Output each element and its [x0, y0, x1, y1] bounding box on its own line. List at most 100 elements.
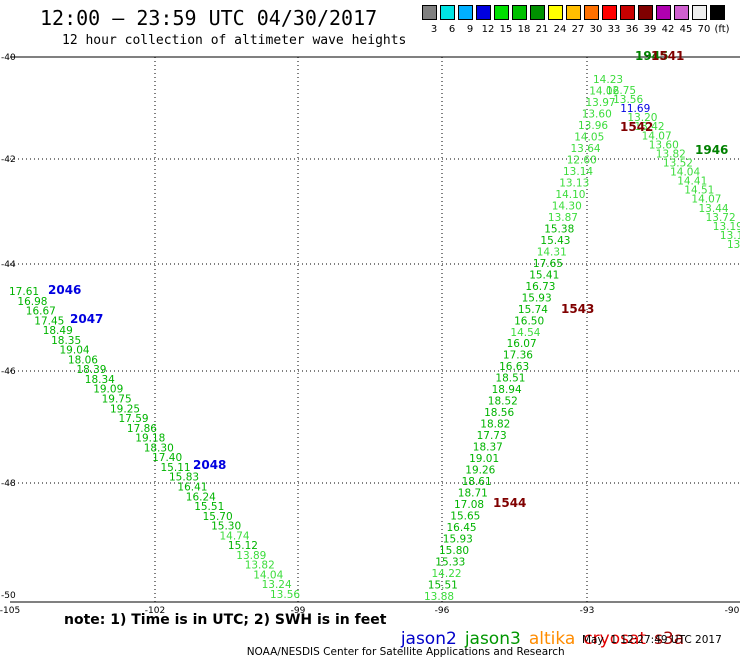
lat-tick-label: -48 — [1, 479, 16, 489]
legend-label: 33 — [607, 24, 621, 35]
legend-label: (ft) — [714, 24, 730, 35]
legend-swatch — [620, 5, 635, 20]
legend-label: 15 — [499, 24, 513, 35]
wave-height-label: 18.56 — [484, 407, 514, 419]
pass-marker: 2047 — [70, 312, 103, 326]
lat-tick-label: -40 — [1, 53, 16, 63]
wave-height-label: 17.45 — [34, 315, 64, 327]
wave-height-label: 17.61 — [9, 286, 39, 298]
legend-swatch — [512, 5, 527, 20]
wave-height-label: 16.63 — [499, 361, 529, 373]
wave-height-label: 13.56 — [613, 94, 643, 106]
wave-height-label: 14.05 — [574, 131, 604, 143]
wave-height-label: 13.14 — [563, 166, 593, 178]
legend-swatch — [494, 5, 509, 20]
lon-tick-label: -105 — [0, 606, 20, 616]
legend-swatch — [530, 5, 545, 20]
legend-label: 18 — [517, 24, 531, 35]
legend-label: 42 — [661, 24, 675, 35]
wave-height-label: 16.98 — [17, 296, 47, 308]
legend-swatch — [584, 5, 599, 20]
page-subtitle: 12 hour collection of altimeter wave hei… — [62, 33, 407, 48]
wave-height-label: 16.67 — [26, 306, 56, 318]
wave-height-label: 16.07 — [507, 338, 537, 350]
wave-height-label: 18.35 — [51, 335, 81, 347]
sat-cryosat: cryosat — [583, 629, 647, 649]
wave-height-label: 14.54 — [510, 327, 540, 339]
wave-height-label: 15.65 — [450, 511, 480, 523]
wave-height-label: 18.71 — [458, 488, 488, 500]
wave-height-label: 18.06 — [68, 354, 98, 366]
legend-label: 21 — [535, 24, 549, 35]
wave-height-label: 18.52 — [488, 396, 518, 408]
wave-height-label: 17.73 — [477, 430, 507, 442]
timestamp: May 1 12:27:49 UTC 2017 — [582, 634, 722, 646]
wave-height-label: 18.82 — [480, 419, 510, 431]
wave-height-label: 13.52 — [663, 158, 693, 170]
wave-height-label: 17.08 — [454, 499, 484, 511]
wave-height-label: 14.04 — [253, 570, 283, 582]
legend-label: 36 — [625, 24, 639, 35]
wave-height-label: 15.80 — [439, 545, 469, 557]
wave-height-label: 13.87 — [548, 212, 578, 224]
lon-tick-label: -102 — [145, 606, 165, 616]
wave-height-label: 19.18 — [135, 433, 165, 445]
wave-height-label: 14.07 — [691, 194, 721, 206]
wave-height-label: 12.75 — [606, 85, 636, 97]
wave-height-label: 17.86 — [127, 423, 157, 435]
legend-label: 3 — [430, 24, 438, 35]
wave-height-label: 15.41 — [529, 269, 559, 281]
wave-height-label: 18.94 — [492, 384, 522, 396]
lat-tick-label: -44 — [1, 260, 16, 270]
legend-label: 12 — [481, 24, 495, 35]
wave-height-label: 13.56 — [270, 589, 300, 601]
legend-swatch — [710, 5, 725, 20]
units-note: note: 1) Time is in UTC; 2) SWH is in fe… — [64, 612, 387, 628]
lat-tick-label: -46 — [1, 367, 16, 377]
legend-swatch — [566, 5, 581, 20]
wave-height-label: 17.40 — [152, 452, 182, 464]
pass-marker: 1945 — [635, 49, 668, 63]
wave-height-label: 15.93 — [443, 534, 473, 546]
legend-label: 6 — [448, 24, 456, 35]
wave-height-label: 13.60 — [582, 109, 612, 121]
wave-height-label: 19.26 — [465, 465, 495, 477]
legend-swatch — [422, 5, 437, 20]
axis-ticks: -105 -102 -99 -96 -93 -90 -40 -42 -44 -46 -48 -50 — [0, 53, 740, 616]
legend-swatch — [476, 5, 491, 20]
legend-label: 27 — [571, 24, 585, 35]
wave-height-label: 13 — [727, 239, 740, 251]
wave-height-label: 19.01 — [469, 453, 499, 465]
wave-height-label: 17.65 — [533, 258, 563, 270]
wave-height-label: 14.23 — [593, 74, 623, 86]
wave-height-label: 13.24 — [262, 579, 292, 591]
pass-marker: 2048 — [193, 458, 226, 472]
wave-height-label: 18.61 — [462, 476, 492, 488]
wave-height-label: 15.30 — [211, 521, 241, 533]
wave-height-label: 14.41 — [677, 176, 707, 188]
lon-tick-label: -99 — [291, 606, 306, 616]
legend-label: 70 — [697, 24, 711, 35]
wave-height-label: 15.38 — [544, 223, 574, 235]
graticule — [10, 57, 740, 602]
wave-height-label: 15.74 — [518, 304, 548, 316]
wave-height-label: 12.60 — [567, 154, 597, 166]
wave-height-label: 16.41 — [177, 482, 207, 494]
wave-height-label: 16.24 — [186, 491, 216, 503]
wave-height-label: 17.59 — [119, 413, 149, 425]
wave-height-label: 15.51 — [428, 580, 458, 592]
wave-height-label: 14.06 — [589, 86, 619, 98]
wave-height-values: 17.6116.9816.6717.4518.4918.3519.0418.06… — [9, 74, 740, 603]
wave-height-label: 18.30 — [144, 442, 174, 454]
wave-height-label: 13.82 — [245, 560, 275, 572]
wave-height-label: 14.30 — [552, 200, 582, 212]
wave-height-label: 19.09 — [93, 384, 123, 396]
wave-height-label: 13.97 — [586, 97, 616, 109]
sat-jason2: jason2 — [400, 629, 457, 649]
legend-swatch — [440, 5, 455, 20]
wave-height-label: 15.33 — [435, 557, 465, 569]
legend-swatch — [548, 5, 563, 20]
wave-height-label: 11.69 — [620, 103, 650, 115]
wave-height-label: 19.25 — [110, 403, 140, 415]
